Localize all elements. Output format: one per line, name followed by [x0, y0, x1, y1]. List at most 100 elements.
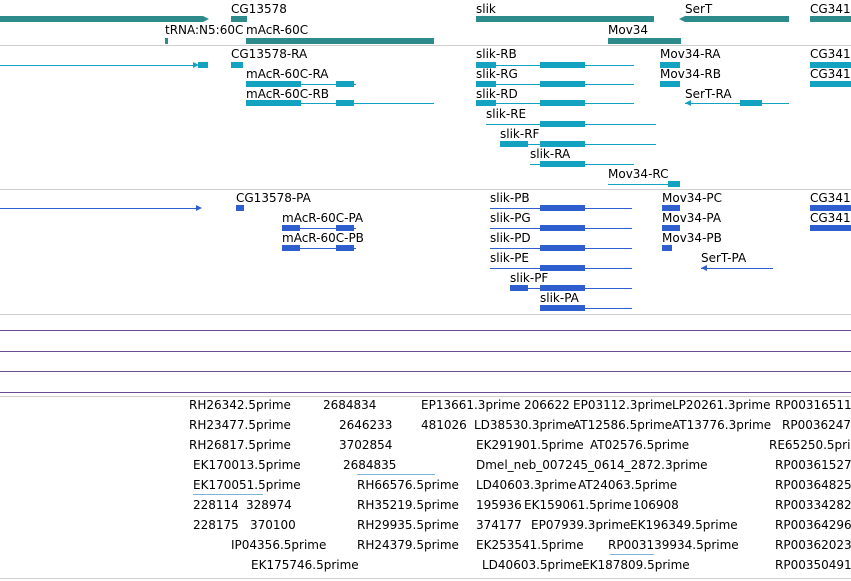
- est-label[interactable]: RP00361527: [775, 458, 851, 472]
- exon-bar[interactable]: [540, 141, 585, 147]
- est-label[interactable]: EK170051.5prime: [193, 478, 301, 492]
- transcript-label[interactable]: CG341: [810, 47, 851, 61]
- exon-bar[interactable]: [231, 62, 243, 68]
- exon-bar[interactable]: [810, 62, 851, 68]
- cds-bar[interactable]: [510, 285, 528, 291]
- protein-label[interactable]: slik-PD: [490, 231, 531, 245]
- est-label[interactable]: EK159061.5prime: [524, 498, 632, 512]
- exon-bar[interactable]: [660, 62, 680, 68]
- est-label[interactable]: EP13661.3prime: [421, 398, 521, 412]
- est-label[interactable]: 328974: [246, 498, 292, 512]
- est-label[interactable]: AT02576.5prime: [590, 438, 690, 452]
- transcript-label[interactable]: slik-RA: [530, 147, 571, 161]
- transcript-label[interactable]: Mov34-RB: [660, 67, 721, 81]
- gene-label[interactable]: mAcR-60C: [246, 23, 309, 37]
- cds-bar[interactable]: [540, 245, 585, 251]
- cds-bar[interactable]: [662, 205, 680, 211]
- est-label[interactable]: AT12586.5prime: [573, 418, 673, 432]
- exon-bar[interactable]: [540, 81, 585, 87]
- protein-label[interactable]: SerT-PA: [701, 251, 747, 265]
- cds-bar[interactable]: [540, 265, 585, 271]
- est-label[interactable]: LD40603.5prime: [482, 558, 583, 572]
- est-label[interactable]: Dmel_neb_007245_0614_2872.3prime: [476, 458, 708, 472]
- gene-bar[interactable]: [165, 38, 168, 44]
- transcript-label[interactable]: slik-RG: [476, 67, 518, 81]
- gene-label[interactable]: CG13578: [231, 2, 287, 16]
- transcript-label[interactable]: slik-RE: [486, 107, 527, 121]
- transcript-label[interactable]: CG13578-RA: [231, 47, 308, 61]
- transcript-label[interactable]: slik-RF: [500, 127, 540, 141]
- est-label[interactable]: LD40603.3prime: [476, 478, 577, 492]
- protein-label[interactable]: CG13578-PA: [236, 191, 311, 205]
- cds-bar[interactable]: [810, 205, 851, 211]
- gene-bar[interactable]: [246, 38, 434, 44]
- cds-bar[interactable]: [662, 245, 672, 251]
- est-label[interactable]: RP00364825: [775, 478, 851, 492]
- transcript-label[interactable]: slik-RD: [476, 87, 518, 101]
- est-label[interactable]: 3702854: [339, 438, 393, 452]
- cds-bar[interactable]: [282, 245, 300, 251]
- est-label[interactable]: RP00364296: [775, 518, 851, 532]
- est-label[interactable]: RH26817.5prime: [189, 438, 291, 452]
- protein-label[interactable]: Mov34-PC: [662, 191, 723, 205]
- est-label[interactable]: EK170013.5prime: [193, 458, 301, 472]
- exon-bar[interactable]: [476, 62, 496, 68]
- est-label[interactable]: RP0036247: [782, 418, 851, 432]
- protein-label[interactable]: CG341: [810, 211, 851, 225]
- est-label[interactable]: RH29935.5prime: [357, 518, 459, 532]
- est-label[interactable]: 481026: [421, 418, 467, 432]
- gene-label[interactable]: tRNA:N5:60C: [165, 23, 244, 37]
- exon-bar[interactable]: [540, 100, 585, 106]
- protein-label[interactable]: slik-PA: [540, 291, 579, 305]
- est-label[interactable]: RH35219.5prime: [357, 498, 459, 512]
- gene-bar[interactable]: [608, 38, 681, 44]
- protein-label[interactable]: mAcR-60C-PA: [282, 211, 364, 225]
- cds-bar[interactable]: [236, 205, 244, 211]
- protein-label[interactable]: slik-PF: [510, 271, 549, 285]
- est-label[interactable]: 195936: [476, 498, 522, 512]
- est-label[interactable]: 2684834: [323, 398, 377, 412]
- transcript-label[interactable]: mAcR-60C-RB: [246, 87, 330, 101]
- est-label[interactable]: RP00350491: [775, 558, 851, 572]
- est-label[interactable]: EK175746.5prime: [251, 558, 359, 572]
- est-label[interactable]: 228114: [193, 498, 239, 512]
- exon-bar[interactable]: [500, 141, 528, 147]
- est-label[interactable]: EP03112.3prime: [573, 398, 673, 412]
- exon-bar[interactable]: [246, 100, 301, 106]
- exon-bar[interactable]: [540, 121, 585, 127]
- est-label[interactable]: EK196349.5prime: [630, 518, 738, 532]
- est-label[interactable]: EK291901.5prime: [476, 438, 584, 452]
- est-label[interactable]: 206622: [524, 398, 570, 412]
- transcript-label[interactable]: slik-RB: [476, 47, 517, 61]
- protein-label[interactable]: mAcR-60C-PB: [282, 231, 364, 245]
- est-label[interactable]: RH26342.5prime: [189, 398, 291, 412]
- est-label[interactable]: 106908: [633, 498, 679, 512]
- cds-bar[interactable]: [540, 205, 585, 211]
- est-label[interactable]: 228175: [193, 518, 239, 532]
- est-label[interactable]: IP04356.5prime: [231, 538, 327, 552]
- est-label[interactable]: RH23477.5prime: [189, 418, 291, 432]
- cds-bar[interactable]: [810, 225, 851, 231]
- est-label[interactable]: EK187809.5prime: [582, 558, 690, 572]
- cds-bar[interactable]: [282, 225, 300, 231]
- protein-label[interactable]: slik-PG: [490, 211, 531, 225]
- cds-bar[interactable]: [336, 225, 354, 231]
- protein-label[interactable]: CG341: [810, 191, 851, 205]
- est-label[interactable]: EP07939.3prime: [531, 518, 631, 532]
- gene-bar[interactable]: [0, 16, 203, 22]
- est-label[interactable]: LD38530.3prime: [474, 418, 575, 432]
- gene-label[interactable]: Mov34: [608, 23, 649, 37]
- gene-bar[interactable]: [685, 16, 789, 22]
- gene-label[interactable]: slik: [476, 2, 496, 16]
- est-label[interactable]: RP003139934.5prime: [608, 538, 739, 552]
- gene-label[interactable]: SerT: [685, 2, 713, 16]
- exon-bar[interactable]: [476, 81, 496, 87]
- exon-bar[interactable]: [660, 81, 680, 87]
- protein-label[interactable]: Mov34-PB: [662, 231, 722, 245]
- est-label[interactable]: RH24379.5prime: [357, 538, 459, 552]
- transcript-label[interactable]: Mov34-RC: [608, 167, 669, 181]
- exon-bar[interactable]: [336, 100, 354, 106]
- transcript-label[interactable]: mAcR-60C-RA: [246, 67, 329, 81]
- protein-label[interactable]: slik-PE: [490, 251, 530, 265]
- transcript-label[interactable]: Mov34-RA: [660, 47, 721, 61]
